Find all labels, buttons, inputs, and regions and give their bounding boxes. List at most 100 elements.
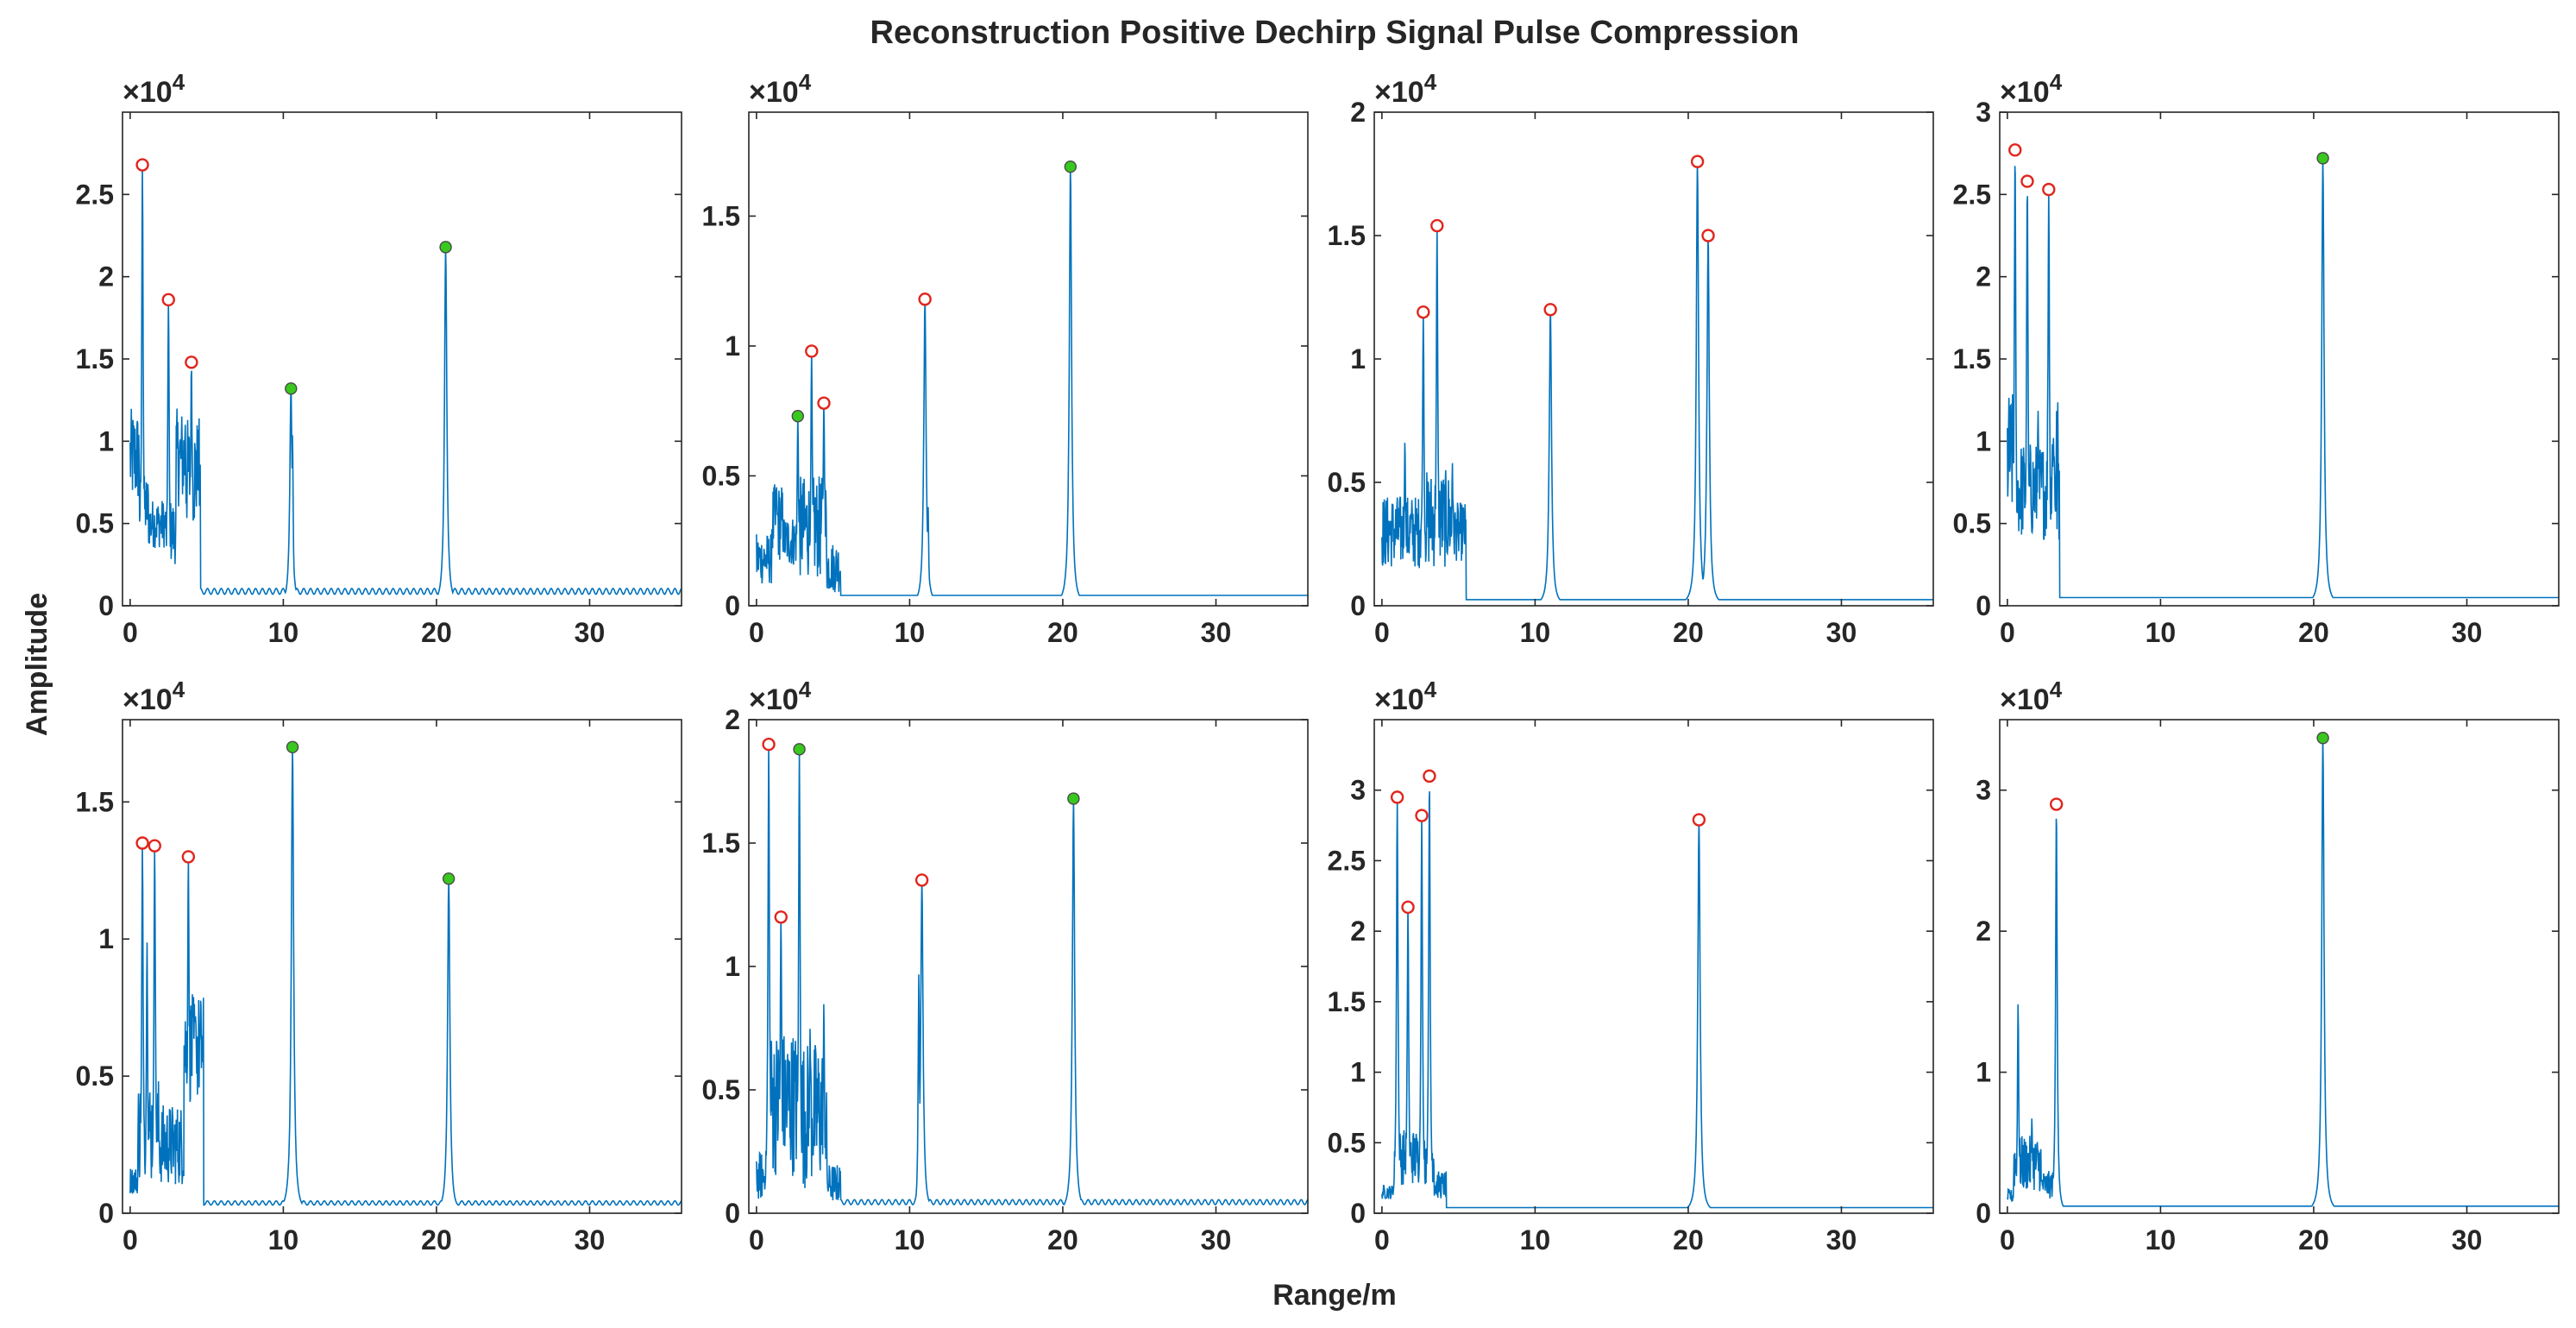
peak-marker-red	[1543, 303, 1557, 317]
subplot-row2-col1: 0 10 20 30 0 0.5 1 1.5 ×104	[76, 677, 682, 1256]
x-tick-label: 20	[1673, 1224, 1704, 1256]
peak-marker-green	[791, 410, 805, 423]
peak-marker-red	[148, 839, 161, 853]
x-tick-label: 0	[2000, 617, 2015, 648]
axes-box	[1373, 719, 1934, 1214]
x-tick-label: 30	[575, 617, 606, 648]
x-tick-label: 10	[2146, 617, 2177, 648]
x-tick-label: 30	[2452, 1224, 2483, 1256]
y-tick-label: 2	[725, 704, 740, 735]
x-tick-label: 20	[1673, 617, 1704, 648]
peak-marker-red	[1701, 229, 1715, 242]
axes-box	[748, 719, 1309, 1214]
peak-marker-green	[1064, 160, 1078, 173]
y-exponent-power: 4	[1424, 677, 1437, 702]
x-tick-label: 30	[575, 1224, 606, 1256]
y-exponent-power: 4	[173, 69, 185, 95]
signal-line	[2007, 158, 2559, 599]
peak-marker-red	[2049, 797, 2064, 811]
y-tick-label: 0	[1976, 590, 1991, 621]
x-tick-label: 30	[1826, 617, 1857, 648]
y-tick-label: 3	[1350, 775, 1366, 806]
y-tick-label: 1.5	[1328, 220, 1366, 251]
y-tick-label: 0.5	[76, 1061, 114, 1092]
axes-box	[122, 111, 682, 607]
x-tick-label: 10	[895, 617, 926, 648]
y-tick-label: 3	[1976, 97, 1991, 128]
y-exponent-power: 4	[2050, 677, 2063, 702]
y-tick-label: 1	[1976, 425, 1991, 456]
y-tick-label: 0.5	[1328, 467, 1366, 498]
peak-marker-red	[774, 910, 788, 924]
y-tick-label: 2	[1976, 261, 1991, 293]
y-tick-label: 2.5	[1953, 179, 1991, 210]
x-tick-label: 30	[2452, 617, 2483, 648]
signal-line	[1381, 791, 1933, 1209]
y-tick-label: 0	[1350, 1198, 1366, 1229]
y-tick-label: 0	[1976, 1198, 1991, 1229]
x-tick-label: 20	[1047, 617, 1078, 648]
y-exponent-label: ×104	[749, 677, 812, 716]
y-tick-label: 2	[1350, 916, 1366, 947]
signal-line	[2007, 738, 2559, 1207]
y-tick-label: 0	[98, 590, 114, 621]
y-exponent-power: 4	[1424, 69, 1437, 95]
peak-marker-red	[805, 344, 819, 358]
y-tick-label: 1.5	[76, 343, 114, 374]
x-tick-label: 0	[2000, 1224, 2015, 1256]
axes-box	[1999, 111, 2560, 607]
peak-marker-green	[793, 743, 806, 756]
peak-marker-red	[185, 356, 198, 369]
y-tick-label: 2.5	[1328, 845, 1366, 876]
peak-marker-red	[161, 293, 175, 307]
y-tick-label: 1	[725, 330, 740, 362]
subplot-row1-col1: 0 10 20 30 0 0.5 1 1.5 2 2.5 ×104	[76, 69, 682, 648]
y-tick-label: 0	[98, 1198, 114, 1229]
y-tick-label: 1	[98, 425, 114, 456]
y-tick-label: 0.5	[1328, 1127, 1366, 1158]
subplot-row1-col3: 0 10 20 30 0 0.5 1 1.5 2 ×104	[1328, 69, 1934, 648]
signal-line	[1381, 161, 1933, 601]
x-tick-label: 30	[1826, 1224, 1857, 1256]
x-tick-label: 10	[268, 1224, 299, 1256]
x-tick-label: 10	[2146, 1224, 2177, 1256]
peak-marker-green	[285, 382, 298, 395]
peak-marker-red	[1430, 218, 1444, 233]
y-tick-label: 2.5	[76, 179, 114, 210]
subplot-row1-col4: 0 10 20 30 0 0.5 1 1.5 2 2.5 3 ×104	[1953, 69, 2560, 648]
x-tick-label: 20	[421, 1224, 452, 1256]
figure-title: Reconstruction Positive Dechirp Signal P…	[870, 15, 1800, 51]
y-tick-label: 0.5	[702, 1074, 740, 1105]
peak-marker-red	[1692, 813, 1706, 827]
y-exponent-power: 4	[173, 677, 185, 702]
y-tick-label: 0	[725, 1198, 740, 1229]
y-tick-label: 1.5	[1953, 343, 1991, 374]
y-axis-label: Amplitude	[21, 593, 53, 736]
peak-marker-red	[135, 836, 149, 850]
subplot-row2-col4: 0 10 20 30 0 1 2 3 ×104	[1976, 677, 2560, 1256]
y-exponent-label: ×104	[2000, 69, 2063, 109]
y-exponent-label: ×104	[1374, 69, 1437, 109]
signal-line	[756, 745, 1308, 1206]
y-tick-label: 0.5	[1953, 508, 1991, 539]
peak-marker-green	[286, 740, 299, 753]
y-tick-label: 1	[1350, 343, 1366, 374]
y-tick-label: 1	[1976, 1057, 1991, 1088]
x-tick-label: 20	[421, 617, 452, 648]
y-exponent-label: ×104	[123, 677, 185, 716]
y-exponent-label: ×104	[749, 69, 812, 109]
peak-marker-red	[2008, 143, 2022, 157]
peak-marker-green	[1067, 792, 1080, 805]
x-tick-label: 30	[1201, 1224, 1232, 1256]
peak-marker-red	[1417, 305, 1430, 319]
x-axis-label: Range/m	[1272, 1279, 1397, 1312]
signal-line	[129, 748, 682, 1206]
x-tick-label: 20	[2298, 617, 2329, 648]
y-tick-label: 1	[725, 951, 740, 982]
y-tick-label: 1	[98, 923, 114, 954]
y-tick-label: 1.5	[702, 828, 740, 859]
y-exponent-power: 4	[2050, 69, 2063, 95]
axes-box	[748, 111, 1309, 607]
